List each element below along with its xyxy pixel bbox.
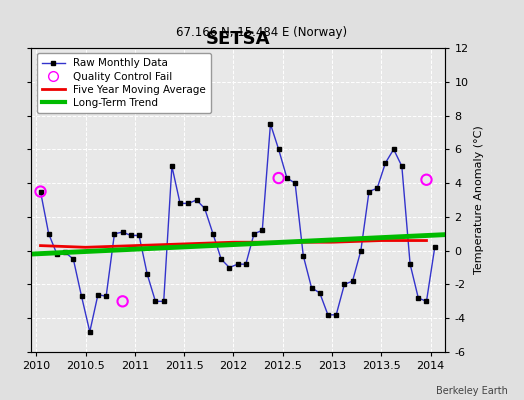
Five Year Moving Average [423, 238, 430, 243]
Raw Monthly Data [95, 292, 101, 297]
Quality Control Fail [422, 176, 431, 183]
Raw Monthly Data [309, 286, 315, 290]
Raw Monthly Data [407, 262, 413, 266]
Quality Control Fail [36, 188, 45, 195]
Raw Monthly Data [37, 189, 43, 194]
Raw Monthly Data [284, 176, 290, 180]
Raw Monthly Data [202, 206, 208, 211]
Raw Monthly Data [144, 272, 150, 277]
Raw Monthly Data [210, 231, 216, 236]
Raw Monthly Data [119, 230, 126, 234]
Five Year Moving Average [378, 238, 385, 243]
Raw Monthly Data [415, 296, 421, 300]
Raw Monthly Data [169, 164, 175, 169]
Raw Monthly Data [292, 181, 298, 186]
Quality Control Fail [118, 298, 127, 304]
Raw Monthly Data [160, 299, 167, 304]
Five Year Moving Average [37, 243, 43, 248]
Raw Monthly Data [226, 265, 233, 270]
Raw Monthly Data [374, 186, 380, 190]
Raw Monthly Data [152, 299, 159, 304]
Raw Monthly Data [341, 282, 347, 287]
Text: Berkeley Earth: Berkeley Earth [436, 386, 508, 396]
Raw Monthly Data [86, 329, 93, 334]
Raw Monthly Data [70, 257, 77, 262]
Raw Monthly Data [383, 160, 389, 165]
Quality Control Fail [275, 175, 283, 181]
Raw Monthly Data [177, 201, 183, 206]
Raw Monthly Data [358, 248, 364, 253]
Raw Monthly Data [432, 245, 438, 250]
Title: SETSA: SETSA [206, 30, 271, 48]
Raw Monthly Data [350, 279, 356, 284]
Raw Monthly Data [79, 294, 85, 299]
Raw Monthly Data [399, 164, 405, 169]
Line: Raw Monthly Data: Raw Monthly Data [38, 122, 437, 334]
Legend: Raw Monthly Data, Quality Control Fail, Five Year Moving Average, Long-Term Tren: Raw Monthly Data, Quality Control Fail, … [37, 53, 211, 113]
Raw Monthly Data [218, 257, 224, 262]
Five Year Moving Average [82, 245, 89, 250]
Raw Monthly Data [316, 290, 323, 295]
Raw Monthly Data [267, 122, 274, 126]
Raw Monthly Data [62, 250, 68, 255]
Raw Monthly Data [111, 231, 117, 236]
Five Year Moving Average [132, 243, 138, 248]
Five Year Moving Average [231, 240, 237, 245]
Raw Monthly Data [276, 147, 282, 152]
Raw Monthly Data [234, 262, 241, 266]
Raw Monthly Data [128, 233, 134, 238]
Line: Five Year Moving Average: Five Year Moving Average [40, 240, 427, 247]
Y-axis label: Temperature Anomaly (°C): Temperature Anomaly (°C) [474, 126, 484, 274]
Raw Monthly Data [325, 312, 331, 317]
Raw Monthly Data [136, 233, 142, 238]
Raw Monthly Data [103, 294, 110, 299]
Raw Monthly Data [390, 147, 397, 152]
Raw Monthly Data [193, 198, 200, 202]
Raw Monthly Data [185, 201, 191, 206]
Raw Monthly Data [333, 312, 340, 317]
Raw Monthly Data [251, 231, 257, 236]
Raw Monthly Data [243, 262, 249, 266]
Raw Monthly Data [259, 228, 266, 233]
Raw Monthly Data [54, 252, 60, 256]
Five Year Moving Average [329, 240, 335, 245]
Raw Monthly Data [423, 299, 430, 304]
Five Year Moving Average [280, 240, 286, 245]
Raw Monthly Data [46, 231, 52, 236]
Five Year Moving Average [181, 242, 188, 246]
Text: 67.166 N, 15.484 E (Norway): 67.166 N, 15.484 E (Norway) [177, 26, 347, 39]
Raw Monthly Data [300, 253, 307, 258]
Raw Monthly Data [366, 189, 372, 194]
